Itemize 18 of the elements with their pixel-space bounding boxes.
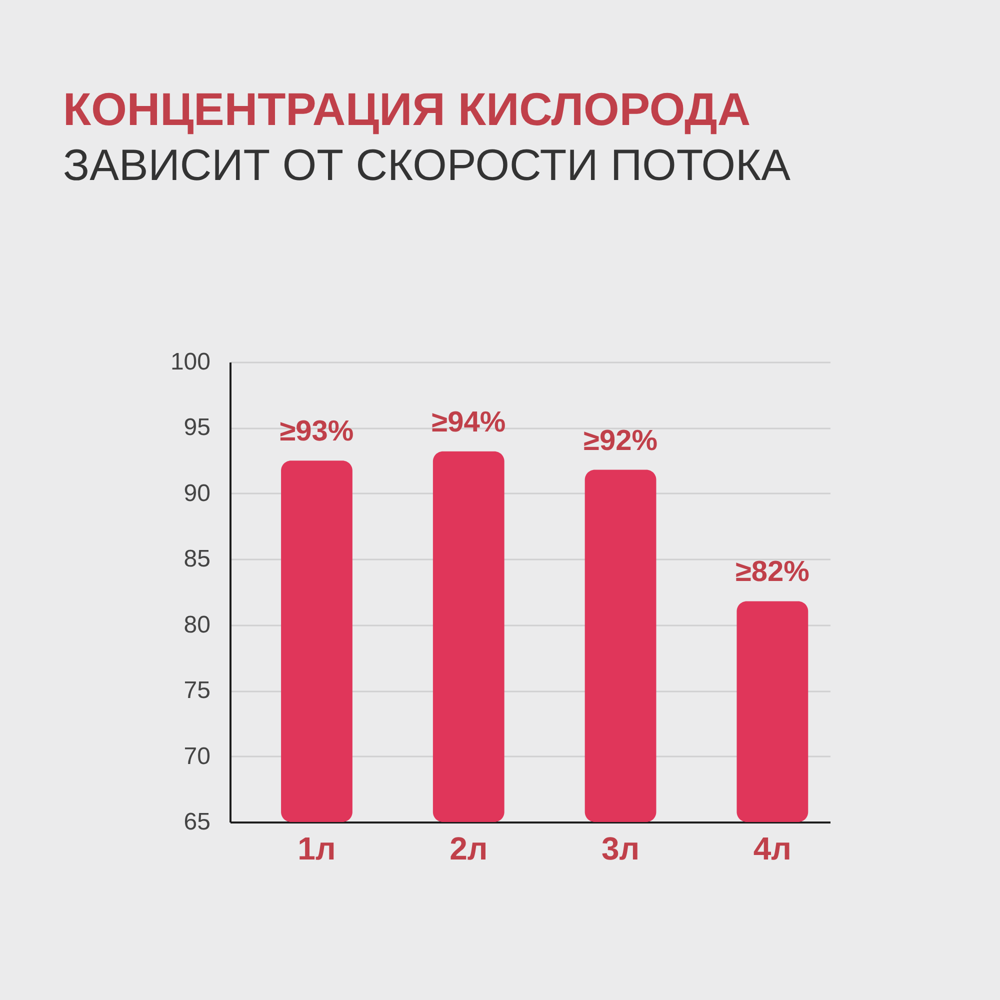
y-tick-label: 80 (184, 611, 210, 638)
y-tick-label: 100 (170, 348, 210, 376)
x-tick-label: 1л (298, 830, 336, 866)
y-tick-label: 75 (184, 677, 210, 704)
data-label: ≥82% (735, 556, 810, 588)
x-tick-label: 4л (753, 830, 792, 866)
chart-title: КОНЦЕНТРАЦИЯ КИСЛОРОДА (63, 83, 751, 135)
x-tick-label: 2л (450, 830, 488, 866)
data-label: ≥92% (584, 424, 658, 457)
y-tick-label: 65 (184, 808, 210, 836)
data-label: ≥93% (280, 416, 354, 448)
y-tick-label: 95 (184, 414, 210, 442)
data-label: ≥94% (432, 406, 506, 438)
x-tick-label: 3л (601, 830, 640, 866)
y-tick-label: 90 (184, 480, 210, 507)
y-tick-label: 85 (184, 546, 210, 573)
chart-subtitle: ЗАВИСИТ ОТ СКОРОСТИ ПОТОКА (63, 141, 792, 190)
y-tick-label: 70 (184, 742, 210, 770)
